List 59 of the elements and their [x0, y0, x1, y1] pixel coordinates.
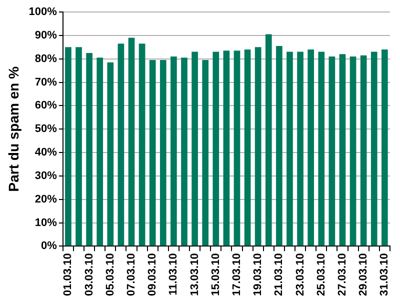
bar [86, 52, 92, 246]
x-tick-label: 25.03.10 [315, 253, 328, 296]
bar [328, 56, 336, 246]
bar [370, 52, 378, 246]
bar [128, 38, 135, 246]
y-tick-label: 20% [34, 193, 58, 206]
bar [65, 47, 72, 246]
bar [223, 50, 230, 246]
bar [160, 60, 166, 246]
y-tick-label: 100% [28, 6, 58, 18]
bar [96, 58, 104, 246]
x-tick-label: 21.03.10 [273, 253, 286, 296]
y-tick-label: 10% [34, 216, 58, 229]
bar [265, 34, 272, 246]
bar [318, 52, 325, 246]
y-tick-label: 40% [34, 146, 58, 159]
y-tick-label: 90% [34, 29, 58, 42]
x-tick-label: 05.03.10 [104, 253, 116, 296]
y-tick-label: 50% [34, 123, 58, 136]
x-tick-label: 07.03.10 [126, 253, 138, 296]
x-tick-label: 31.03.10 [378, 253, 391, 296]
bar [149, 60, 156, 246]
y-axis-title: Part du spam en % [5, 66, 22, 192]
bar [276, 46, 282, 246]
x-tick-label: 11.03.10 [168, 253, 180, 296]
bar [339, 54, 346, 246]
bar [234, 50, 240, 246]
bar [382, 49, 388, 246]
bar [170, 56, 177, 246]
y-tick-label: 30% [34, 170, 58, 182]
y-tick-label: 60% [34, 100, 58, 112]
x-tick-label: 03.03.10 [83, 253, 96, 296]
bar [350, 56, 356, 246]
x-tick-label: 15.03.10 [210, 253, 222, 296]
bar [244, 49, 251, 246]
y-tick-label: 0% [41, 240, 58, 252]
bar [181, 58, 188, 246]
bar [192, 52, 198, 246]
x-tick-label: 23.03.10 [294, 253, 306, 296]
y-tick-label: 70% [34, 76, 58, 88]
bar [138, 44, 146, 246]
y-tick-label: 80% [34, 52, 58, 65]
x-tick-label: 01.03.10 [62, 253, 74, 296]
bar [76, 47, 82, 246]
bar [118, 44, 124, 246]
x-tick-label: 09.03.10 [146, 253, 159, 296]
bar [202, 60, 209, 246]
bar [360, 55, 367, 246]
bar [297, 52, 304, 246]
x-tick-label: 27.03.10 [336, 253, 349, 296]
bar [254, 47, 262, 246]
x-tick-label: 19.03.10 [252, 253, 264, 296]
x-tick-label: 13.03.10 [188, 253, 201, 296]
bar [107, 62, 114, 246]
x-tick-label: 17.03.10 [231, 253, 244, 296]
bar [308, 49, 314, 246]
bar [286, 52, 293, 246]
bar [212, 52, 220, 246]
x-tick-label: 29.03.10 [358, 253, 370, 296]
